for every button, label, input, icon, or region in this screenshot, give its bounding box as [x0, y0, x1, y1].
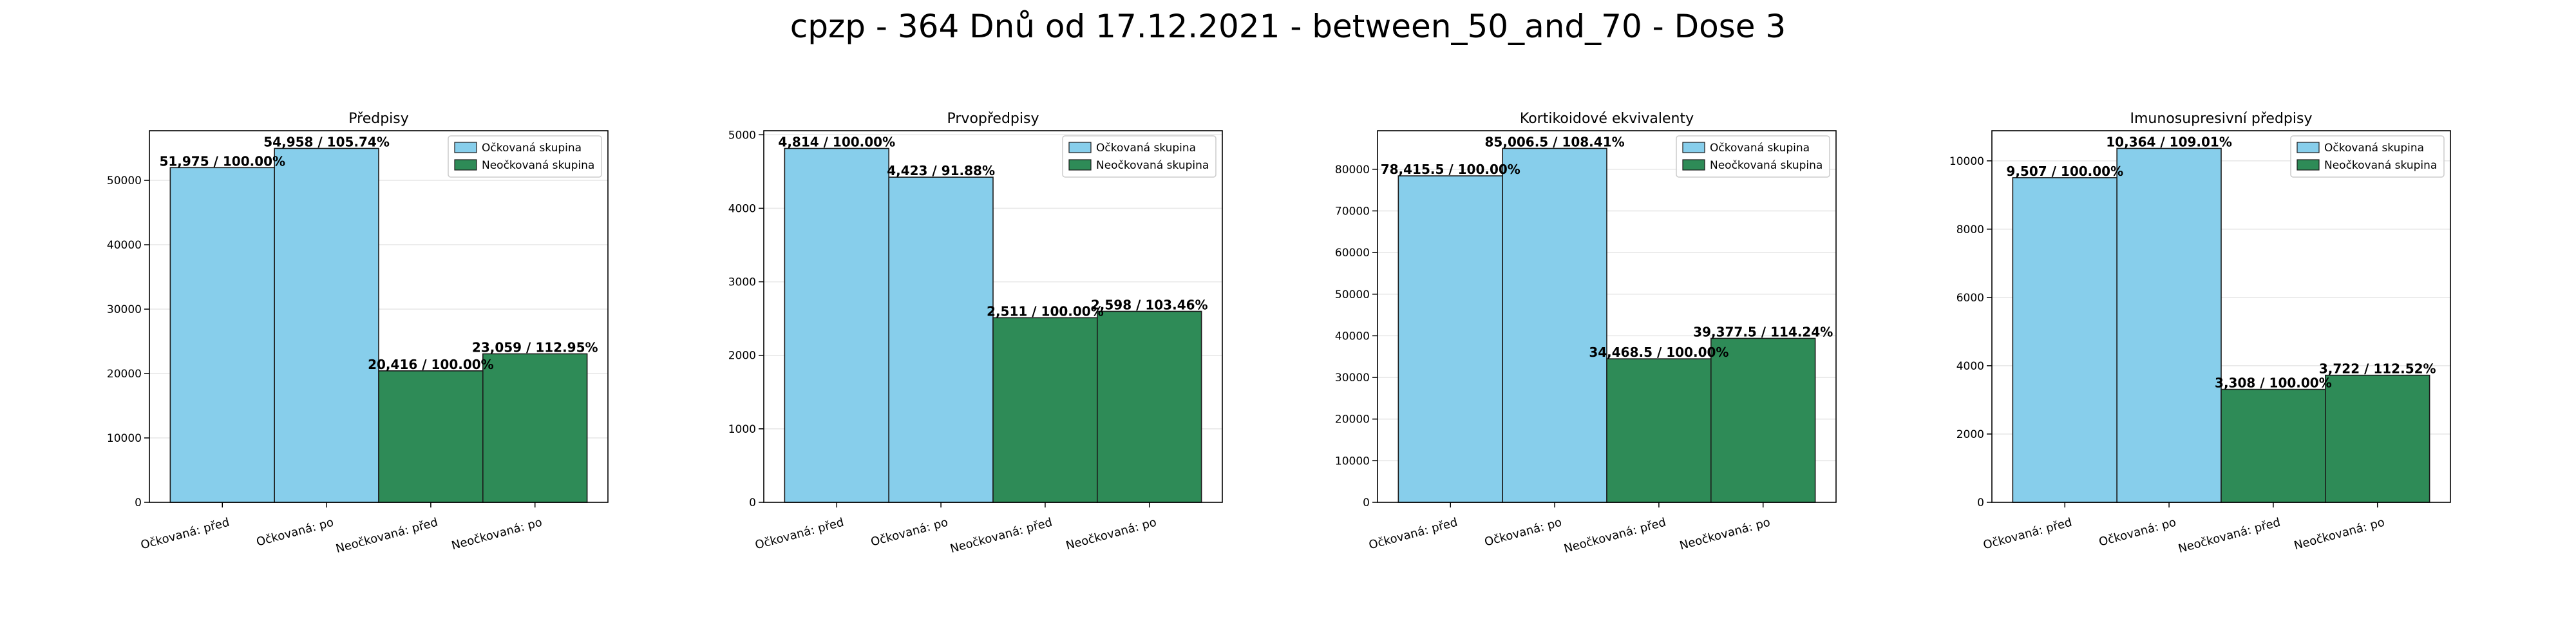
y-tick-label: 4000 — [1956, 360, 1984, 373]
y-tick-label: 70000 — [1335, 205, 1370, 218]
chart-panel: 0 10000 20000 30000 40000 50000 60000 70000 8000… — [1335, 111, 1837, 556]
legend-swatch — [1682, 159, 1705, 171]
axes-frame — [149, 130, 609, 503]
y-tick-label: 4000 — [728, 202, 756, 215]
bar — [482, 353, 588, 503]
legend-label: Neočkovaná skupina — [2324, 159, 2437, 172]
y-tick-label: 80000 — [1335, 164, 1370, 176]
y-tick-label: 0 — [1363, 497, 1370, 509]
axes-frame — [1377, 130, 1837, 503]
legend-label: Neočkovaná skupina — [1710, 159, 1823, 172]
bar — [2325, 374, 2430, 503]
legend-swatch — [2297, 159, 2320, 171]
y-tick-label: 5000 — [728, 129, 756, 142]
y-tick-label: 30000 — [107, 303, 142, 316]
bar — [1710, 337, 1816, 503]
bar — [2116, 147, 2222, 503]
axes-frame — [763, 130, 1223, 503]
legend-swatch — [1682, 142, 1705, 153]
legend-swatch — [2297, 142, 2320, 153]
y-tick-label: 1000 — [728, 423, 756, 436]
legend-label: Neočkovaná skupina — [482, 159, 594, 172]
legend-box — [1676, 135, 1830, 178]
y-tick-label: 30000 — [1335, 372, 1370, 384]
y-tick-label: 20000 — [1335, 413, 1370, 426]
bar-value-label: 20,416 / 100.00% — [368, 357, 494, 372]
y-tick-label: 20000 — [107, 368, 142, 381]
bar — [1502, 147, 1607, 503]
chart-title: Prvopředpisy — [947, 111, 1039, 127]
y-tick-label: 6000 — [1956, 292, 1984, 305]
legend-box — [1062, 135, 1217, 178]
bar — [784, 147, 889, 503]
y-tick-label: 0 — [1977, 497, 1984, 509]
legend-label: Očkovaná skupina — [2324, 142, 2424, 155]
legend-box — [2290, 135, 2445, 178]
bar — [888, 176, 994, 503]
y-tick-label: 2000 — [728, 350, 756, 363]
bar-value-label: 23,059 / 112.95% — [472, 339, 598, 355]
bar-value-label: 2,598 / 103.46% — [1091, 297, 1208, 312]
legend-label: Neočkovaná skupina — [1096, 159, 1209, 172]
figure-title: cpzp - 364 Dnů od 17.12.2021 - between_5… — [790, 8, 1786, 45]
bar-value-label: 34,468.5 / 100.00% — [1589, 345, 1728, 360]
bar — [992, 317, 1098, 503]
bar-value-label: 4,814 / 100.00% — [778, 135, 895, 150]
legend-swatch — [454, 159, 477, 171]
y-tick-label: 0 — [749, 497, 756, 509]
bar-value-label: 3,722 / 112.52% — [2319, 361, 2436, 377]
bar — [378, 370, 484, 503]
y-tick-label: 40000 — [107, 239, 142, 252]
chart-title: Předpisy — [348, 111, 409, 127]
legend-label: Očkovaná skupina — [1096, 142, 1196, 155]
bar-value-label: 51,975 / 100.00% — [159, 153, 285, 169]
bar — [2012, 177, 2117, 503]
y-tick-label: 40000 — [1335, 330, 1370, 343]
y-tick-label: 0 — [135, 497, 142, 509]
bar-value-label: 9,507 / 100.00% — [2006, 164, 2123, 179]
y-tick-label: 60000 — [1335, 247, 1370, 260]
y-tick-label: 3000 — [728, 276, 756, 289]
bar-value-label: 4,423 / 91.88% — [887, 163, 995, 178]
y-tick-label: 50000 — [1335, 289, 1370, 301]
bar — [2221, 388, 2326, 503]
y-tick-label: 2000 — [1956, 428, 1984, 441]
chart-title: Kortikoidové ekvivalenty — [1520, 111, 1694, 127]
bar — [1606, 358, 1712, 503]
legend-box — [448, 135, 602, 178]
bar-value-label: 39,377.5 / 114.24% — [1693, 324, 1833, 339]
bar-value-label: 85,006.5 / 108.41% — [1485, 134, 1625, 149]
bar-value-label: 3,308 / 100.00% — [2215, 375, 2332, 391]
y-tick-label: 8000 — [1956, 223, 1984, 236]
legend-swatch — [1068, 142, 1092, 153]
bar — [1397, 175, 1503, 503]
bar-value-label: 10,364 / 109.01% — [2106, 134, 2232, 149]
bar — [169, 167, 275, 503]
y-tick-label: 50000 — [107, 175, 142, 187]
y-tick-label: 10000 — [107, 432, 142, 445]
bar — [1097, 310, 1202, 503]
bar-value-label: 54,958 / 105.74% — [263, 134, 390, 149]
axes-frame — [1991, 130, 2451, 503]
y-tick-label: 10000 — [1949, 155, 1984, 168]
bar — [274, 147, 379, 503]
chart-title: Imunosupresivní předpisy — [2130, 111, 2313, 127]
bar-value-label: 2,511 / 100.00% — [987, 303, 1104, 319]
legend-swatch — [1068, 159, 1092, 171]
y-tick-label: 10000 — [1335, 455, 1370, 468]
bar-value-label: 78,415.5 / 100.00% — [1381, 162, 1520, 177]
legend-label: Očkovaná skupina — [482, 142, 582, 155]
legend-label: Očkovaná skupina — [1710, 142, 1810, 155]
legend-swatch — [454, 142, 477, 153]
